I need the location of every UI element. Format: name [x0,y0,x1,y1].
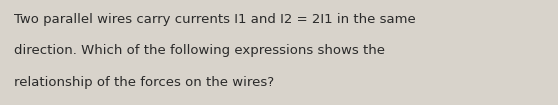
Text: relationship of the forces on the wires?: relationship of the forces on the wires? [14,76,274,89]
Text: direction. Which of the following expressions shows the: direction. Which of the following expres… [14,44,385,57]
Text: Two parallel wires carry currents I1 and I2 = 2I1 in the same: Two parallel wires carry currents I1 and… [14,13,416,26]
